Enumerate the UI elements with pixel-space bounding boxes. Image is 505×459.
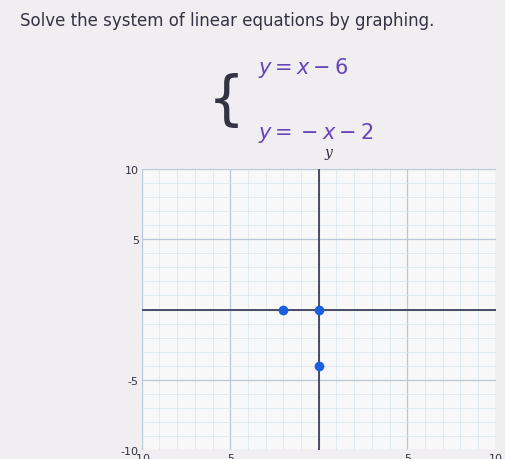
- Text: $y = x - 6$: $y = x - 6$: [258, 56, 348, 80]
- Text: Solve the system of linear equations by graphing.: Solve the system of linear equations by …: [20, 12, 434, 30]
- Text: y: y: [324, 146, 331, 160]
- Text: $y = -x - 2$: $y = -x - 2$: [258, 121, 373, 145]
- Text: $\{$: $\{$: [207, 71, 238, 129]
